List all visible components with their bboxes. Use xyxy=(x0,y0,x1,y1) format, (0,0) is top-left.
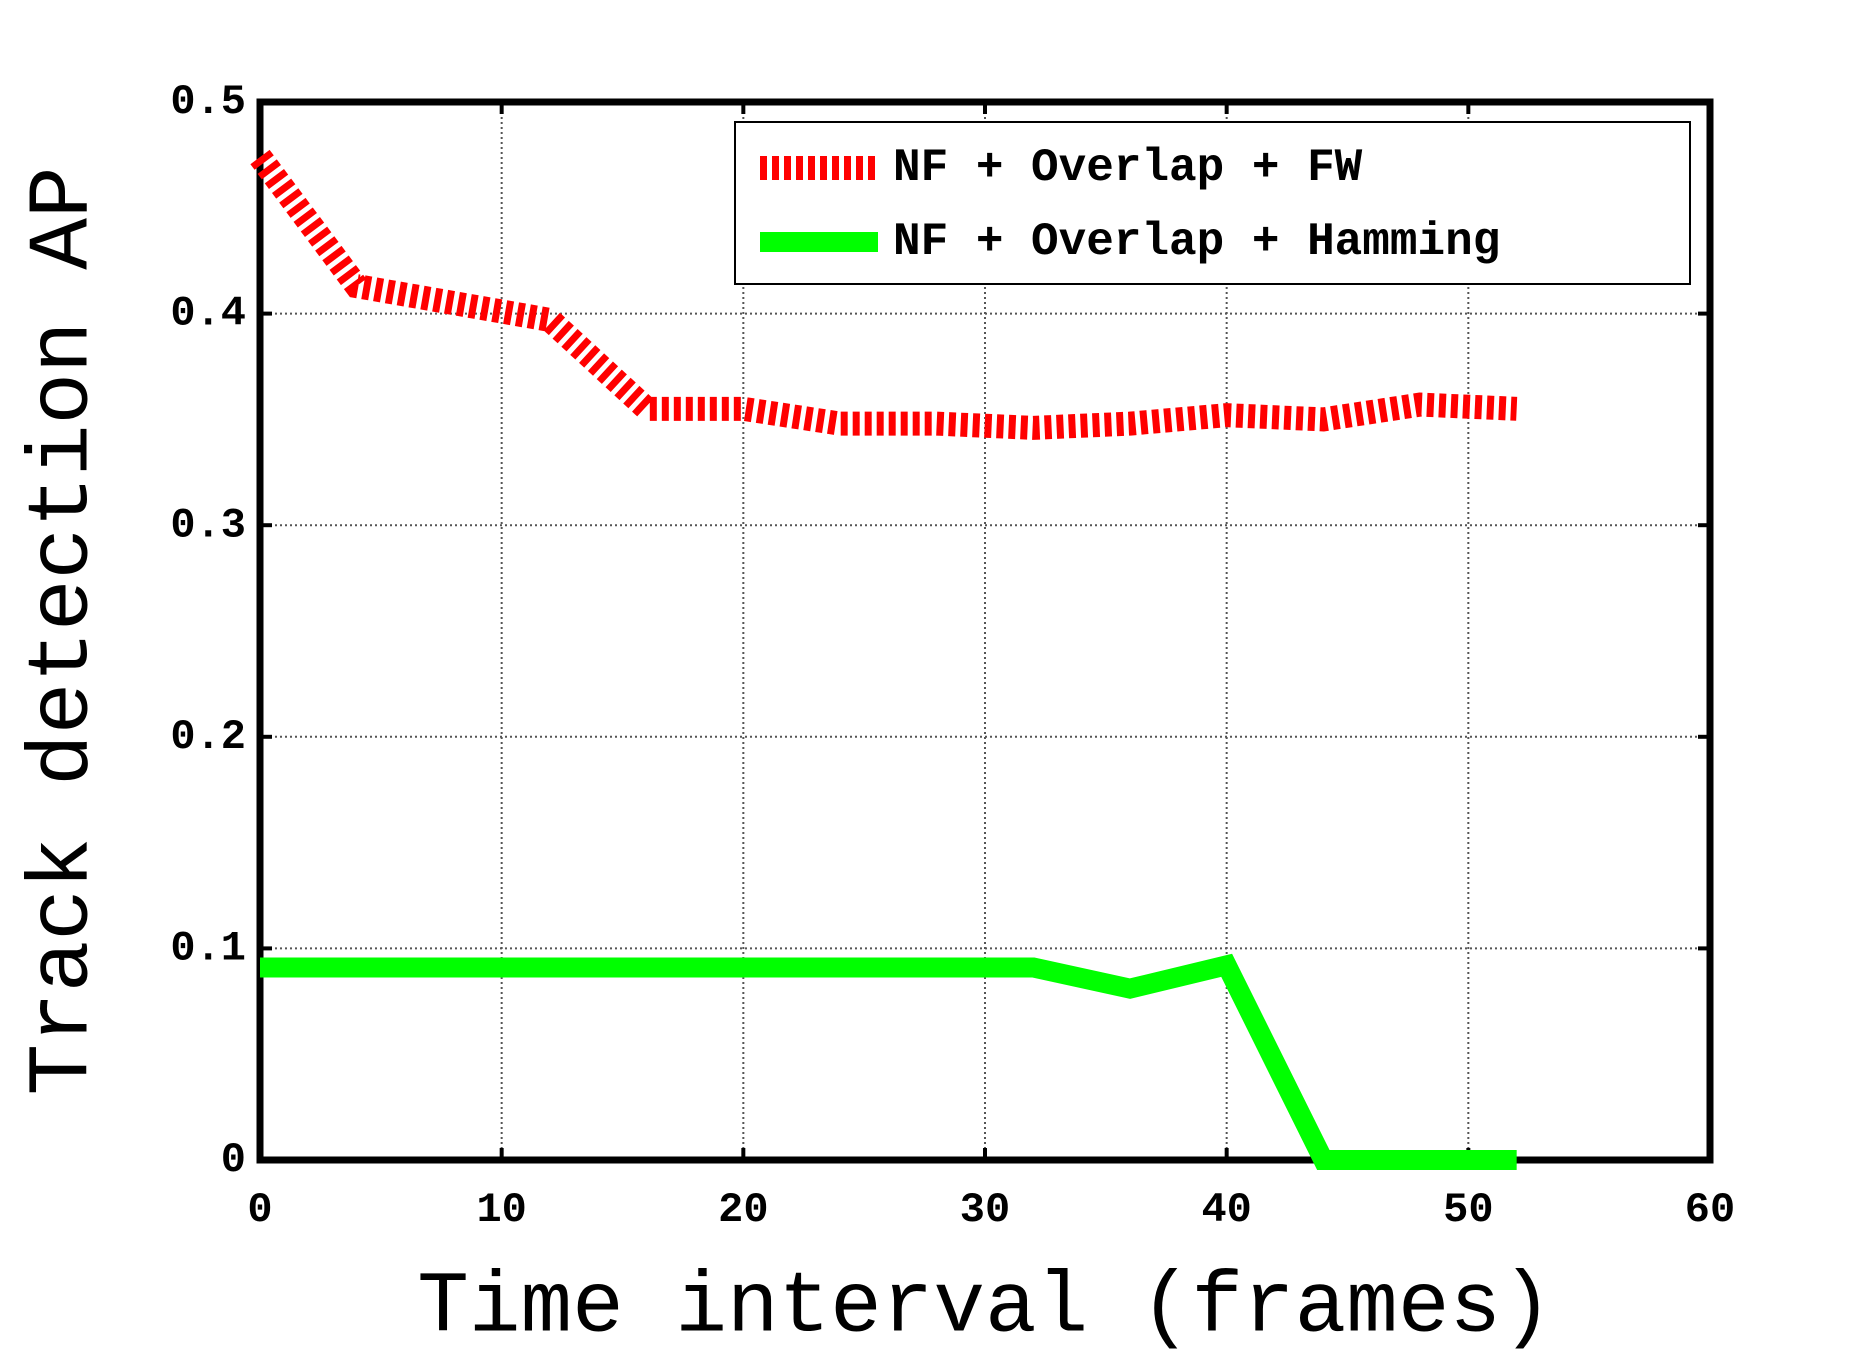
series-line xyxy=(260,953,1517,1170)
x-tick-label: 30 xyxy=(960,1186,1010,1234)
y-tick-label: 0 xyxy=(221,1136,246,1184)
y-tick-label: 0.3 xyxy=(170,501,246,549)
x-tick-label: 20 xyxy=(718,1186,768,1234)
legend: NF + Overlap + FW NF + Overlap + Hamming xyxy=(734,121,1691,285)
y-tick-label: 0.1 xyxy=(170,924,246,972)
legend-label: NF + Overlap + Hamming xyxy=(893,216,1500,268)
x-tick-label: 40 xyxy=(1201,1186,1251,1234)
y-tick-label: 0.2 xyxy=(170,713,246,761)
x-tick-label: 10 xyxy=(476,1186,526,1234)
y-axis-label: Track detection AP xyxy=(15,167,113,1096)
x-tick-label: 60 xyxy=(1685,1186,1735,1234)
plot-frame xyxy=(256,98,1714,1164)
y-tick-label: 0.5 xyxy=(170,78,246,126)
x-tick-label: 0 xyxy=(247,1186,272,1234)
x-tick-label: 50 xyxy=(1443,1186,1493,1234)
legend-label: NF + Overlap + FW xyxy=(893,142,1363,194)
y-tick-label: 0.4 xyxy=(170,290,246,338)
legend-box xyxy=(734,121,1691,285)
x-axis-label: Time interval (frames) xyxy=(417,1259,1552,1350)
